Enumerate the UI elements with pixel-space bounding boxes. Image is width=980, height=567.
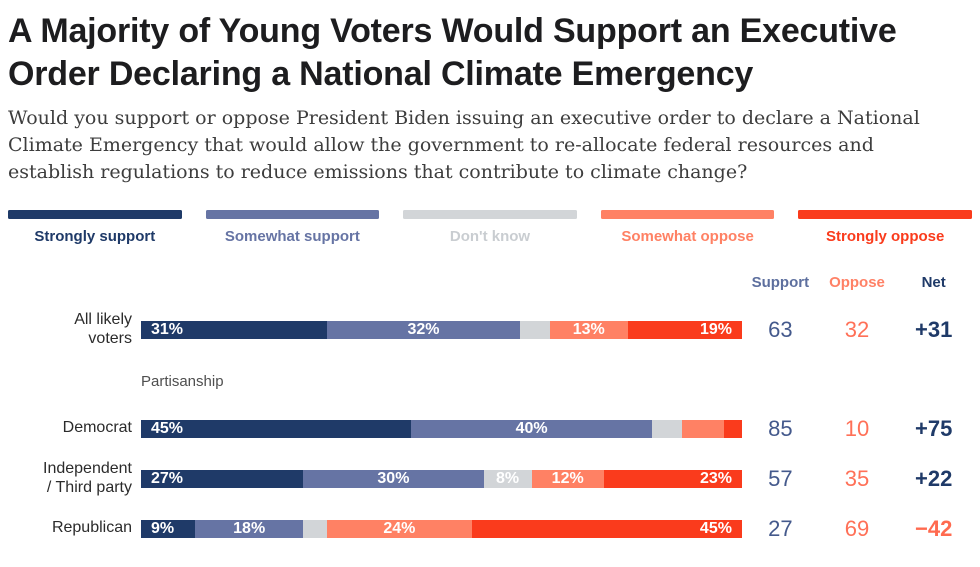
segment-strongly-oppose xyxy=(723,419,742,438)
segment-value: 18% xyxy=(233,519,266,537)
segment-value: 31% xyxy=(151,321,184,339)
segment-somewhat-support: 30% xyxy=(303,469,484,488)
stacked-bar: 9% 18% 24% 45% xyxy=(141,519,742,538)
segment-somewhat-oppose: 12% xyxy=(531,469,604,488)
segment-value: 32% xyxy=(407,321,440,339)
segment-value: 13% xyxy=(572,321,605,339)
segment-value: 23% xyxy=(699,469,732,487)
legend-label: Somewhat oppose xyxy=(621,228,754,246)
section-label: Partisanship xyxy=(141,372,224,390)
segment-value: 12% xyxy=(551,469,584,487)
legend-label: Somewhat support xyxy=(224,228,360,246)
net-column-header: Net xyxy=(921,273,946,291)
segment-strongly-oppose: 45% xyxy=(471,519,742,538)
support-value: 85 xyxy=(768,415,793,441)
support-value: 63 xyxy=(768,317,793,343)
stats-header-row: Support Oppose Net xyxy=(8,273,972,291)
bar-area: 45% 40% xyxy=(141,419,742,438)
page-title: A Majority of Young Voters Would Support… xyxy=(8,12,897,94)
oppose-value: 10 xyxy=(844,415,870,441)
chart-row-republican: Republican 9% 18% 24% 45% 27 69 −42 xyxy=(8,506,972,551)
legend-item-somewhat-oppose: Somewhat oppose xyxy=(600,210,775,246)
row-label: Republican xyxy=(51,519,132,537)
segment-dont-know xyxy=(519,321,550,340)
net-value: −42 xyxy=(914,515,953,541)
segment-value: 40% xyxy=(515,419,548,437)
segment-somewhat-support: 32% xyxy=(327,321,520,340)
segment-somewhat-support: 40% xyxy=(411,419,652,438)
segment-strongly-support: 27% xyxy=(141,469,304,488)
legend-label: Don't know xyxy=(449,228,531,246)
legend-item-dont-know: Don't know xyxy=(403,210,577,245)
legend-label: Strongly oppose xyxy=(826,228,945,246)
segment-value: 27% xyxy=(151,469,184,487)
chart-row-democrat: Democrat 45% 40% 85 10 +75 xyxy=(8,406,972,451)
oppose-value: 32 xyxy=(844,317,870,343)
row-label: Independent / Third party xyxy=(43,459,132,496)
net-value: +31 xyxy=(914,317,953,343)
segment-strongly-support: 31% xyxy=(141,321,328,340)
chart-row-all-likely-voters: All likely voters 31% 32% 13% 19% 63 32 … xyxy=(8,307,972,353)
row-stats: 85 10 +75 xyxy=(742,416,972,442)
segment-dont-know: 8% xyxy=(483,469,532,488)
row-label: Democrat xyxy=(62,419,132,437)
segment-somewhat-oppose xyxy=(681,419,724,438)
survey-question: Would you support or oppose President Bi… xyxy=(8,107,920,184)
row-stats: 27 69 −42 xyxy=(742,516,972,542)
legend-item-somewhat-support: Somewhat support xyxy=(205,210,380,246)
legend-swatch-strongly-support xyxy=(8,210,182,220)
legend-item-strongly-oppose: Strongly oppose xyxy=(798,210,972,245)
legend: Strongly support Somewhat support Don't … xyxy=(8,210,972,245)
segment-value: 45% xyxy=(151,419,184,437)
segment-value: 30% xyxy=(377,469,410,487)
stacked-bar: 27% 30% 8% 12% 23% xyxy=(141,469,742,488)
stacked-bar: 31% 32% 13% 19% xyxy=(141,321,742,340)
section-row: Partisanship xyxy=(8,370,972,392)
segment-strongly-oppose: 23% xyxy=(603,469,742,488)
row-label: All likely voters xyxy=(74,311,132,348)
segment-dont-know xyxy=(303,519,328,538)
segment-value: 8% xyxy=(496,469,520,487)
bar-area: 9% 18% 24% 45% xyxy=(141,519,742,538)
oppose-value: 69 xyxy=(844,515,870,541)
segment-value: 45% xyxy=(699,519,732,537)
support-column-header: Support xyxy=(751,273,810,291)
chart-row-independent: Independent / Third party 27% 30% 8% 12%… xyxy=(8,456,972,501)
legend-swatch-strongly-oppose xyxy=(798,210,972,220)
bar-area: 27% 30% 8% 12% 23% xyxy=(141,469,742,488)
legend-item-strongly-support: Strongly support xyxy=(8,210,182,245)
segment-value: 19% xyxy=(699,321,732,339)
oppose-value: 35 xyxy=(844,465,870,491)
segment-strongly-support: 9% xyxy=(141,519,196,538)
stats-headers: Support Oppose Net xyxy=(742,274,972,291)
legend-label: Strongly support xyxy=(34,228,156,246)
legend-swatch-somewhat-support xyxy=(205,210,380,220)
net-value: +75 xyxy=(914,415,953,441)
bar-area: 31% 32% 13% 19% xyxy=(141,321,742,340)
segment-value: 9% xyxy=(151,519,175,537)
row-stats: 63 32 +31 xyxy=(742,317,972,343)
segment-strongly-support: 45% xyxy=(141,419,412,438)
support-value: 57 xyxy=(768,465,793,491)
legend-swatch-somewhat-oppose xyxy=(600,210,775,220)
stacked-bar: 45% 40% xyxy=(141,419,742,438)
segment-strongly-oppose: 19% xyxy=(627,321,742,340)
oppose-column-header: Oppose xyxy=(829,273,885,291)
legend-swatch-dont-know xyxy=(403,210,577,220)
segment-somewhat-oppose: 13% xyxy=(549,321,628,340)
segment-somewhat-support: 18% xyxy=(195,519,304,538)
row-stats: 57 35 +22 xyxy=(742,466,972,492)
segment-somewhat-oppose: 24% xyxy=(327,519,472,538)
segment-value: 24% xyxy=(383,519,416,537)
support-value: 27 xyxy=(768,515,793,541)
net-value: +22 xyxy=(914,465,953,491)
segment-dont-know xyxy=(651,419,682,438)
